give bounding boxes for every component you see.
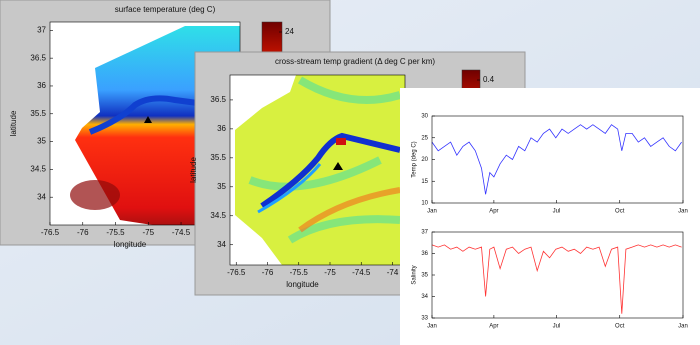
- series-line: [431, 244, 682, 314]
- y-tick-label: 20: [421, 157, 428, 163]
- y-tick-label: 35.5: [210, 153, 226, 162]
- y-tick-label: 35: [37, 137, 46, 146]
- x-tick-label: Jul: [553, 209, 561, 215]
- chart-title: cross-stream temp gradient (Δ deg C per …: [275, 57, 435, 66]
- x-tick-label: Oct: [615, 324, 625, 330]
- y-tick-label: 37: [37, 25, 46, 34]
- y-tick-label: 34.5: [210, 211, 226, 220]
- x-tick-label: Jan: [427, 209, 437, 215]
- y-tick-label: 34.5: [30, 164, 46, 173]
- figure-window: [400, 88, 700, 345]
- y-tick-label: 35: [217, 182, 226, 191]
- y-tick-label: 25: [421, 135, 428, 141]
- x-tick-label: -75: [142, 228, 154, 237]
- colorbar-tick-label: 0.4: [483, 75, 495, 84]
- y-axis-label: latitude: [9, 110, 18, 136]
- y-tick-label: 36: [217, 124, 226, 133]
- y-axis-label: latitude: [189, 157, 198, 183]
- window-time-series: 10 15 20 25 30 Jan Apr Jul Oct Jan Temp (deg C): [400, 88, 700, 345]
- salinity-panel: 33 34 35 36 37 Jan Apr Jul Oct Jan Salinity: [412, 230, 688, 330]
- y-tick-label: 34: [37, 192, 46, 201]
- series-line: [431, 124, 682, 195]
- chart-title: surface temperature (deg C): [115, 5, 216, 14]
- y-tick-label: 37: [421, 230, 428, 236]
- y-tick-label: 35.5: [30, 109, 46, 118]
- x-tick-label: -74.5: [172, 228, 191, 237]
- y-tick-label: 36.5: [30, 53, 46, 62]
- x-tick-label: -75.5: [290, 268, 309, 277]
- y-tick-label: 15: [421, 179, 428, 185]
- x-tick-label: Jan: [678, 324, 688, 330]
- y-tick-label: 36: [37, 81, 46, 90]
- y-axis-label: Salinity: [412, 265, 418, 284]
- x-tick-label: Jan: [427, 324, 437, 330]
- x-axis-label: longitude: [114, 240, 147, 249]
- y-axis-label: Temp (deg C): [412, 141, 418, 177]
- x-tick-label: Jan: [678, 209, 688, 215]
- y-tick-label: 33: [421, 316, 428, 322]
- x-tick-label: -76.5: [227, 268, 246, 277]
- x-tick-label: -75: [324, 268, 336, 277]
- y-tick-label: 10: [421, 201, 428, 207]
- y-tick-label: 34: [217, 240, 226, 249]
- x-tick-label: -76.5: [41, 228, 60, 237]
- x-axis-label: longitude: [286, 280, 319, 289]
- station-marker: [333, 162, 343, 170]
- station-marker: [144, 116, 152, 123]
- y-tick-label: 35: [421, 273, 428, 279]
- x-tick-label: -75.5: [106, 228, 125, 237]
- x-tick-label: -76: [262, 268, 274, 277]
- y-tick-label: 30: [421, 114, 428, 120]
- y-tick-label: 36.5: [210, 95, 226, 104]
- y-tick-label: 34: [421, 294, 428, 300]
- x-tick-label: Apr: [489, 209, 498, 215]
- y-tick-label: 36: [421, 251, 428, 257]
- x-tick-label: Oct: [615, 209, 625, 215]
- x-tick-label: Apr: [489, 324, 498, 330]
- colorbar-tick-label: 24: [285, 27, 294, 36]
- x-tick-label: -74.5: [352, 268, 371, 277]
- x-tick-label: -76: [77, 228, 89, 237]
- x-tick-label: Jul: [553, 324, 561, 330]
- x-tick-label: -74: [387, 268, 399, 277]
